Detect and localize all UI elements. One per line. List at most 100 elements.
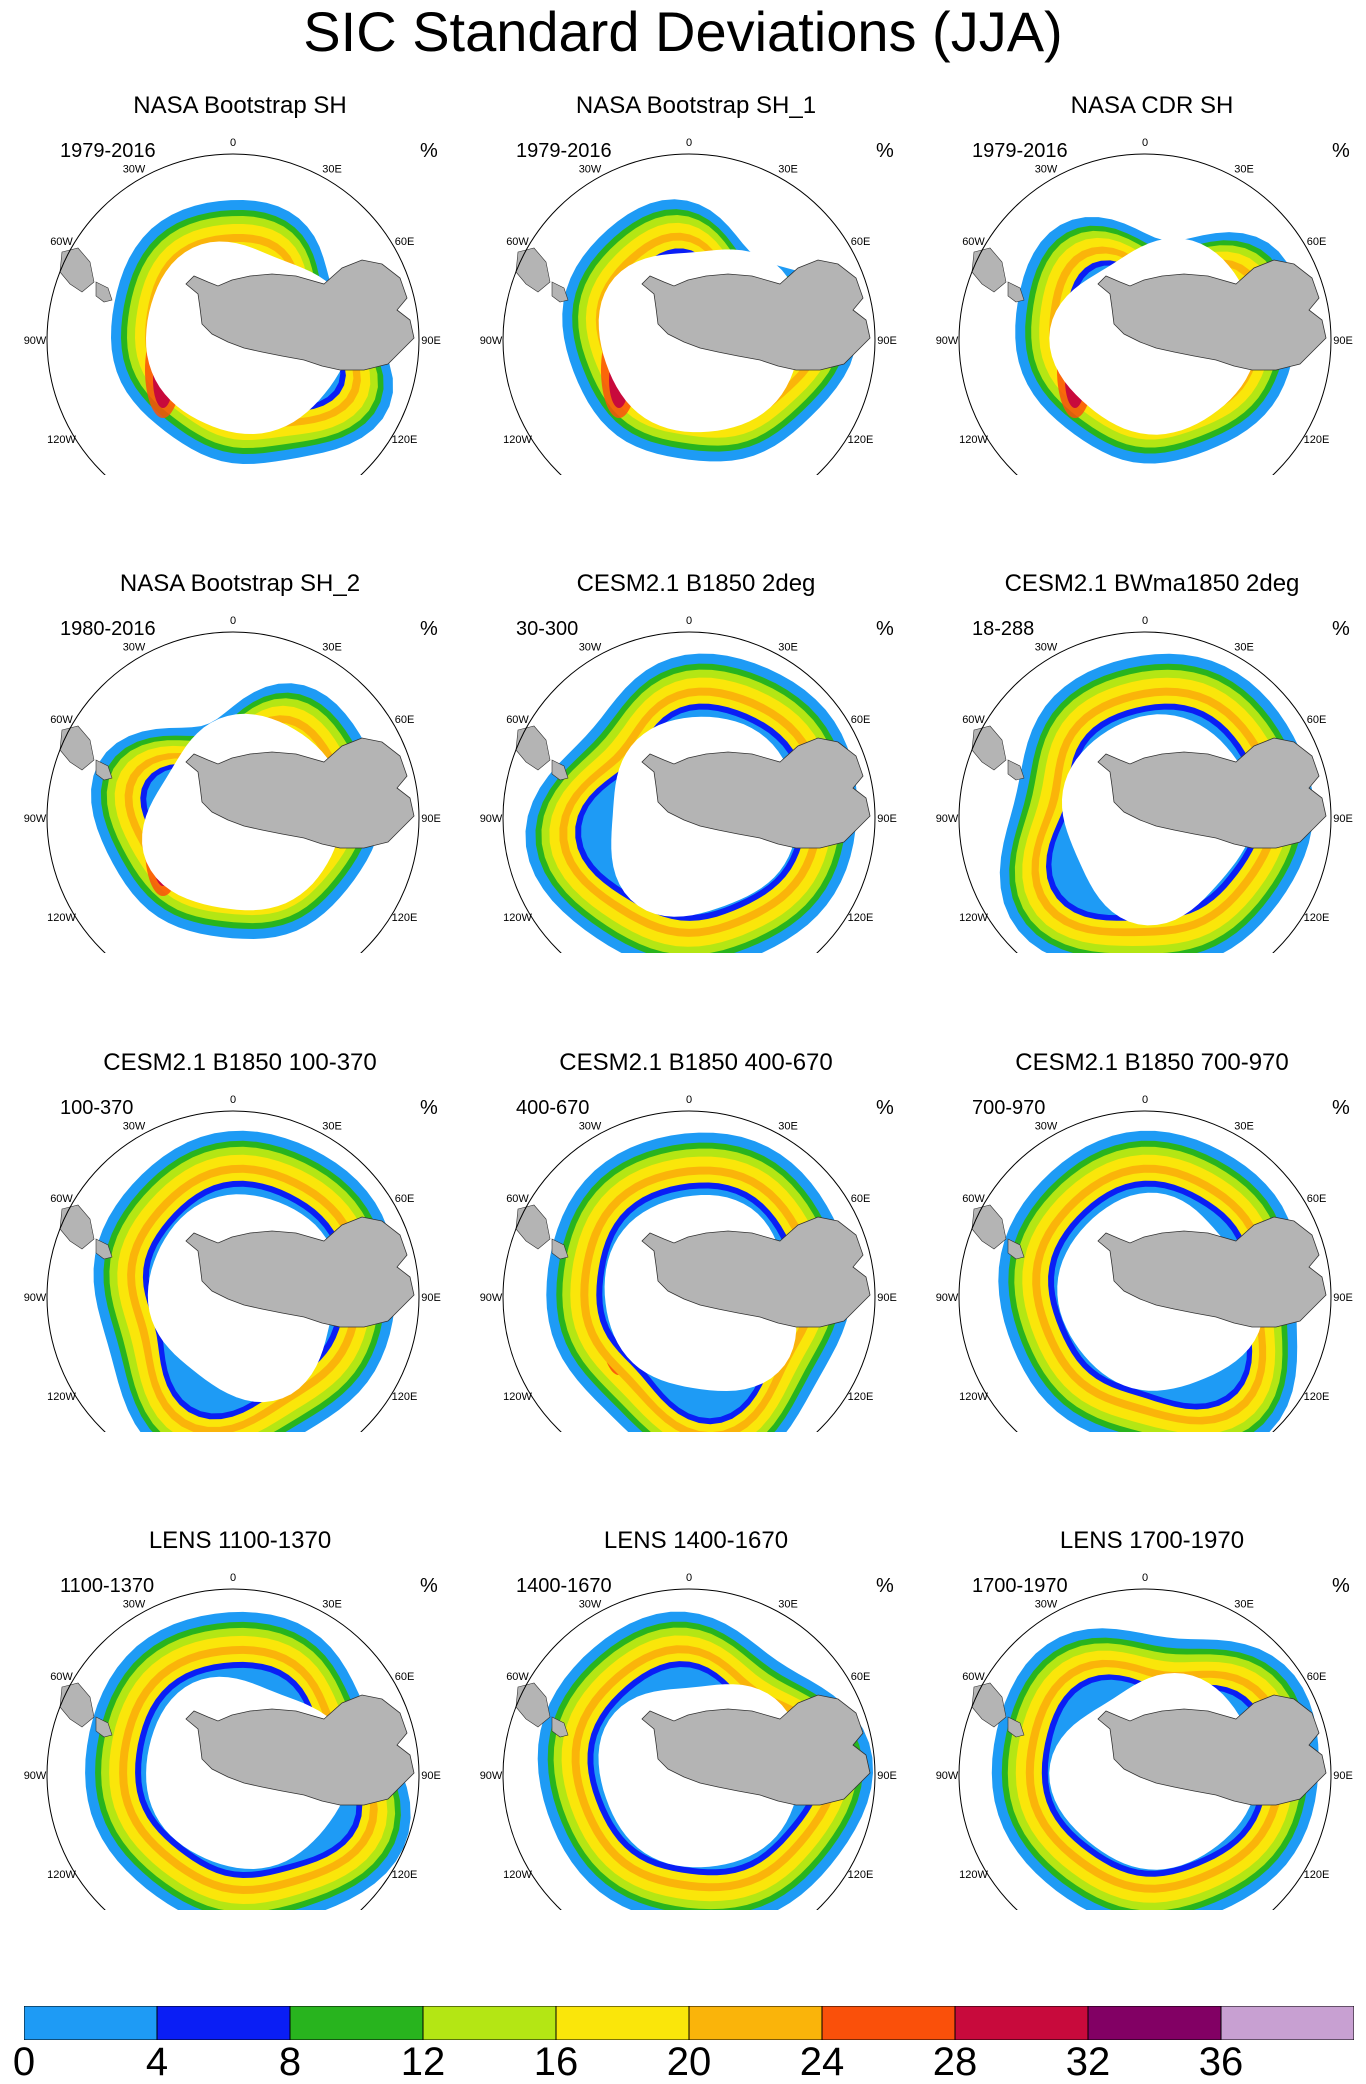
south-america-land bbox=[515, 1682, 551, 1728]
longitude-label: 30E bbox=[322, 1121, 342, 1133]
longitude-label: 0 bbox=[1142, 137, 1148, 149]
longitude-label: 30W bbox=[123, 1599, 146, 1611]
colorbar-swatch bbox=[1220, 2006, 1354, 2040]
colorbar-tick-label: 12 bbox=[400, 2040, 446, 2084]
longitude-label: 60W bbox=[506, 1193, 529, 1205]
antarctica-land bbox=[1097, 1216, 1327, 1328]
longitude-label: 30E bbox=[778, 164, 798, 176]
longitude-label: 120E bbox=[392, 912, 418, 924]
longitude-label: 90E bbox=[1333, 1770, 1353, 1782]
longitude-label: 30W bbox=[579, 1599, 602, 1611]
longitude-label: 60W bbox=[50, 1193, 73, 1205]
panel-period: 100-370 bbox=[60, 1097, 134, 1119]
longitude-label: 60W bbox=[50, 236, 73, 248]
longitude-label: 30E bbox=[1234, 1121, 1254, 1133]
antarctica-land bbox=[641, 1216, 871, 1328]
south-america-land bbox=[515, 1204, 551, 1250]
panel-unit: % bbox=[420, 618, 438, 640]
south-america-land bbox=[971, 1682, 1007, 1728]
longitude-label: 120W bbox=[959, 1391, 988, 1403]
polar-stereographic-map: 030E60E90E120E150E180150W120W90W60W30W bbox=[480, 137, 897, 475]
longitude-label: 60W bbox=[50, 1671, 73, 1683]
antarctica-land bbox=[641, 259, 871, 371]
longitude-label: 120E bbox=[1304, 912, 1330, 924]
antarctica-land bbox=[185, 259, 415, 371]
longitude-label: 30E bbox=[1234, 642, 1254, 654]
longitude-label: 90W bbox=[24, 1770, 47, 1782]
south-america-land bbox=[971, 247, 1007, 293]
longitude-label: 90W bbox=[936, 1770, 959, 1782]
map-boundary bbox=[502, 1110, 876, 1432]
longitude-label: 90E bbox=[421, 1292, 441, 1304]
panel-unit: % bbox=[876, 140, 894, 162]
map-panel: 030E60E90E120E150E180150W120W90W60W30WNA… bbox=[476, 0, 916, 475]
colorbar-swatch bbox=[156, 2006, 291, 2040]
antarctica-land bbox=[641, 737, 871, 849]
longitude-label: 0 bbox=[230, 1572, 236, 1584]
map-boundary bbox=[502, 631, 876, 953]
longitude-label: 60E bbox=[851, 236, 871, 248]
longitude-label: 120E bbox=[848, 1869, 874, 1881]
longitude-label: 120E bbox=[848, 912, 874, 924]
falkland-islands bbox=[551, 759, 569, 781]
map-boundary bbox=[958, 153, 1332, 475]
longitude-label: 0 bbox=[1142, 1094, 1148, 1106]
colorbar-swatch bbox=[555, 2006, 690, 2040]
longitude-label: 120E bbox=[1304, 434, 1330, 446]
longitude-label: 120W bbox=[959, 1869, 988, 1881]
longitude-label: 90E bbox=[877, 1770, 897, 1782]
longitude-label: 90E bbox=[1333, 335, 1353, 347]
colorbar bbox=[24, 2006, 1354, 2040]
map-panel: 030E60E90E120E150E180150W120W90W60W30WCE… bbox=[476, 957, 916, 1432]
panel-title: LENS 1100-1370 bbox=[148, 1527, 332, 1554]
longitude-label: 90W bbox=[24, 335, 47, 347]
panel-unit: % bbox=[1332, 1097, 1350, 1119]
panel-period: 1100-1370 bbox=[60, 1575, 155, 1597]
longitude-label: 90W bbox=[480, 1292, 503, 1304]
polar-stereographic-map: 030E60E90E120E150E180150W120W90W60W30W bbox=[480, 615, 897, 953]
panel-title: LENS 1700-1970 bbox=[1059, 1527, 1245, 1554]
longitude-label: 60E bbox=[395, 236, 415, 248]
longitude-label: 120W bbox=[959, 912, 988, 924]
panel-title: CESM2.1 B1850 700-970 bbox=[1015, 1049, 1289, 1076]
colorbar-tick-label: 8 bbox=[278, 2040, 302, 2084]
longitude-label: 30E bbox=[1234, 1599, 1254, 1611]
longitude-label: 60W bbox=[50, 714, 73, 726]
map-panel: 030E60E90E120E150E180150W120W90W60W30WNA… bbox=[20, 0, 460, 475]
longitude-label: 120W bbox=[47, 434, 76, 446]
longitude-label: 90W bbox=[480, 1770, 503, 1782]
longitude-label: 120W bbox=[47, 1869, 76, 1881]
panel-unit: % bbox=[1332, 1575, 1350, 1597]
longitude-label: 60E bbox=[395, 1193, 415, 1205]
longitude-label: 90W bbox=[480, 335, 503, 347]
colorbar-tick-label: 16 bbox=[533, 2040, 579, 2084]
polar-stereographic-map: 030E60E90E120E150E180150W120W90W60W30W bbox=[936, 615, 1353, 953]
longitude-label: 60E bbox=[395, 714, 415, 726]
antarctica-land bbox=[641, 1694, 871, 1806]
map-panel: 030E60E90E120E150E180150W120W90W60W30WNA… bbox=[20, 478, 460, 953]
map-boundary bbox=[46, 631, 420, 953]
longitude-label: 120E bbox=[392, 1869, 418, 1881]
panel-title: CESM2.1 B1850 100-370 bbox=[103, 1049, 377, 1076]
longitude-label: 90W bbox=[480, 813, 503, 825]
longitude-label: 90E bbox=[1333, 1292, 1353, 1304]
longitude-label: 0 bbox=[1142, 615, 1148, 627]
map-boundary bbox=[46, 153, 420, 475]
panel-unit: % bbox=[420, 1575, 438, 1597]
map-boundary bbox=[958, 631, 1332, 953]
polar-stereographic-map: 030E60E90E120E150E180150W120W90W60W30W bbox=[480, 1572, 897, 1910]
colorbar-swatch bbox=[821, 2006, 956, 2040]
panel-unit: % bbox=[876, 1097, 894, 1119]
longitude-label: 90W bbox=[936, 1292, 959, 1304]
longitude-label: 0 bbox=[686, 615, 692, 627]
longitude-label: 120E bbox=[1304, 1391, 1330, 1403]
polar-stereographic-map: 030E60E90E120E150E180150W120W90W60W30W bbox=[936, 1572, 1353, 1910]
panel-unit: % bbox=[876, 618, 894, 640]
longitude-label: 120E bbox=[392, 1391, 418, 1403]
colorbar-tick-label: 4 bbox=[145, 2040, 169, 2084]
falkland-islands bbox=[1007, 1238, 1025, 1260]
longitude-label: 30E bbox=[1234, 164, 1254, 176]
longitude-label: 120W bbox=[47, 912, 76, 924]
longitude-label: 60E bbox=[851, 1671, 871, 1683]
antarctica-land bbox=[1097, 259, 1327, 371]
